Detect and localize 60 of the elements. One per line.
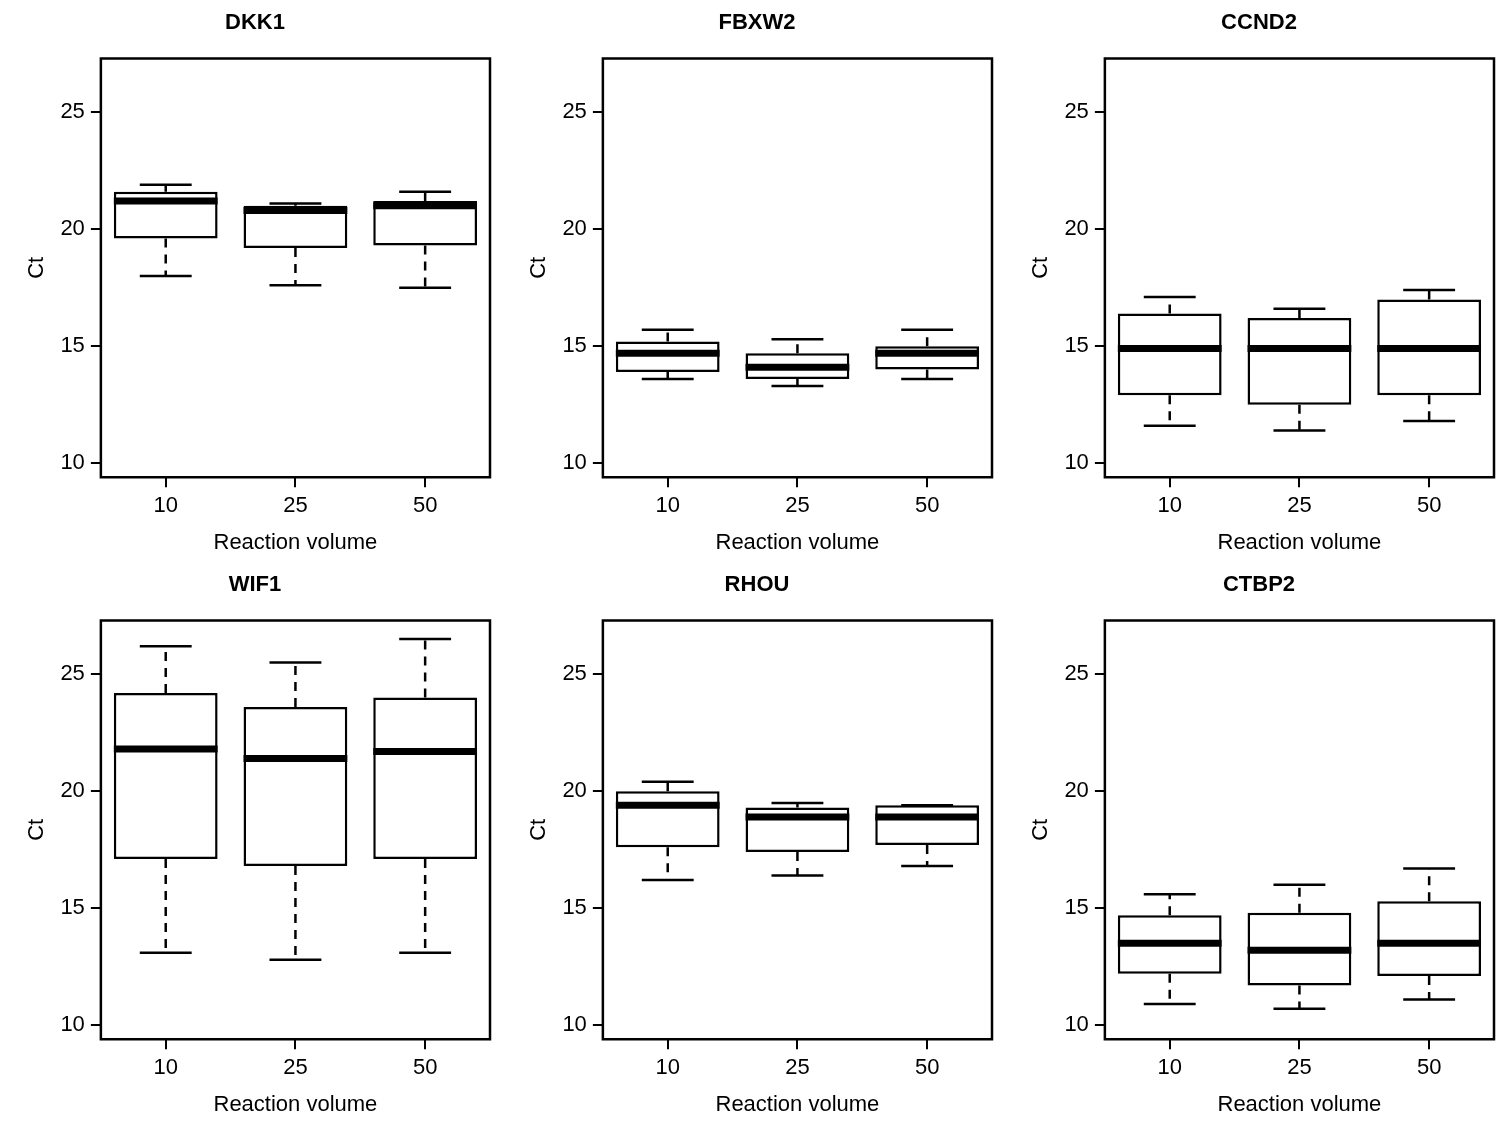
y-tick-label: 25 bbox=[60, 660, 85, 686]
x-tick-label: 50 bbox=[412, 492, 438, 518]
y-tick-label: 25 bbox=[1064, 98, 1089, 124]
y-tick-label: 10 bbox=[60, 449, 85, 475]
y-tick-label: 15 bbox=[60, 894, 85, 920]
y-tick-label: 15 bbox=[562, 894, 587, 920]
x-tick-label: 25 bbox=[283, 492, 308, 518]
chart-title: DKK1 bbox=[225, 9, 285, 35]
x-tick-label: 25 bbox=[283, 1054, 308, 1080]
y-tick-label: 10 bbox=[60, 1011, 85, 1037]
y-axis-title: Ct bbox=[23, 818, 49, 841]
chart-title: CTBP2 bbox=[1222, 571, 1296, 597]
x-axis-title: Reaction volume bbox=[213, 528, 378, 554]
y-tick-label: 25 bbox=[562, 98, 587, 124]
y-axis-title: Ct bbox=[23, 256, 49, 279]
x-axis-title: Reaction volume bbox=[1217, 1090, 1382, 1116]
y-axis-title: Ct bbox=[1027, 256, 1053, 279]
y-tick-label: 10 bbox=[1064, 1011, 1089, 1037]
x-tick-label: 50 bbox=[1416, 492, 1442, 518]
y-axis-title: Ct bbox=[1027, 818, 1053, 841]
y-tick-label: 10 bbox=[1064, 449, 1089, 475]
x-tick-label: 25 bbox=[785, 492, 810, 518]
y-axis-title: Ct bbox=[525, 256, 551, 279]
x-tick-label: 25 bbox=[1287, 492, 1312, 518]
y-tick-label: 20 bbox=[562, 215, 587, 241]
x-axis-title: Reaction volume bbox=[213, 1090, 378, 1116]
x-tick-label: 50 bbox=[1416, 1054, 1442, 1080]
chart-title: RHOU bbox=[724, 571, 790, 597]
chart-title: FBXW2 bbox=[718, 9, 796, 35]
x-tick-label: 10 bbox=[153, 492, 178, 518]
y-tick-label: 10 bbox=[562, 1011, 587, 1037]
y-tick-label: 25 bbox=[562, 660, 587, 686]
x-tick-label: 10 bbox=[1157, 492, 1182, 518]
y-tick-label: 15 bbox=[1064, 332, 1089, 358]
x-tick-label: 10 bbox=[655, 492, 680, 518]
x-tick-label: 50 bbox=[914, 492, 940, 518]
chart-title: WIF1 bbox=[228, 571, 282, 597]
y-tick-label: 25 bbox=[60, 98, 85, 124]
y-tick-label: 10 bbox=[562, 449, 587, 475]
chart-title: CCND2 bbox=[1221, 9, 1297, 35]
x-axis-title: Reaction volume bbox=[1217, 528, 1382, 554]
y-tick-label: 15 bbox=[60, 332, 85, 358]
y-tick-label: 15 bbox=[562, 332, 587, 358]
y-tick-label: 25 bbox=[1064, 660, 1089, 686]
x-axis-title: Reaction volume bbox=[715, 528, 880, 554]
x-tick-label: 25 bbox=[1287, 1054, 1312, 1080]
y-tick-label: 20 bbox=[60, 777, 85, 803]
x-tick-label: 25 bbox=[785, 1054, 810, 1080]
y-tick-label: 20 bbox=[60, 215, 85, 241]
x-tick-label: 50 bbox=[412, 1054, 438, 1080]
y-tick-label: 20 bbox=[1064, 777, 1089, 803]
y-axis-title: Ct bbox=[525, 818, 551, 841]
x-axis-title: Reaction volume bbox=[715, 1090, 880, 1116]
y-tick-label: 20 bbox=[1064, 215, 1089, 241]
y-tick-label: 20 bbox=[562, 777, 587, 803]
x-tick-label: 10 bbox=[153, 1054, 178, 1080]
x-tick-label: 10 bbox=[655, 1054, 680, 1080]
x-tick-label: 10 bbox=[1157, 1054, 1182, 1080]
y-tick-label: 15 bbox=[1064, 894, 1089, 920]
x-tick-label: 50 bbox=[914, 1054, 940, 1080]
